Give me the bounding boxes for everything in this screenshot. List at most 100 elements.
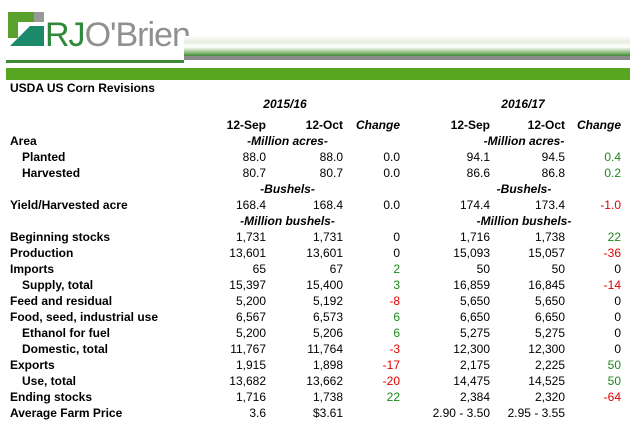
row-label: Food, seed, industrial use: [10, 310, 159, 324]
value-cell: 88.0: [319, 150, 343, 164]
change-cell: 0.0: [383, 198, 400, 212]
value-cell: 174.4: [459, 198, 490, 212]
year-header-2016: 2016/17: [501, 97, 545, 111]
value-cell: 5,206: [312, 326, 343, 340]
report-title: USDA US Corn Revisions: [10, 81, 155, 95]
unit-label: -Million bushels-: [476, 214, 572, 228]
value-cell: 13,662: [306, 374, 343, 388]
value-cell: 5,650: [534, 294, 565, 308]
row-label: Planted: [22, 150, 66, 164]
change-cell: -8: [389, 294, 400, 308]
value-cell: 5,650: [459, 294, 490, 308]
row-label: Ethanol for fuel: [22, 326, 110, 340]
value-cell: 12,300: [528, 342, 565, 356]
value-cell: 88.0: [242, 150, 266, 164]
row-label: Area: [10, 134, 37, 148]
header-stripe: [184, 36, 630, 56]
value-cell: 15,400: [306, 278, 343, 292]
value-cell: 6,650: [459, 310, 490, 324]
change-cell: -20: [382, 374, 400, 388]
row-label: Imports: [10, 262, 55, 276]
change-cell: 2: [393, 262, 400, 276]
value-cell: 86.8: [541, 166, 565, 180]
row-label: Feed and residual: [10, 294, 113, 308]
change-cell: 0: [393, 246, 400, 260]
column-header: 12-Sep: [226, 118, 266, 132]
value-cell: 11,764: [307, 342, 343, 356]
change-cell: 0.0: [383, 166, 400, 180]
rjobrien-logo: [8, 12, 44, 46]
change-cell: 50: [607, 374, 621, 388]
value-cell: 5,192: [312, 294, 343, 308]
column-header: 12-Sep: [450, 118, 490, 132]
value-cell: 94.1: [466, 150, 490, 164]
change-cell: 6: [393, 310, 400, 324]
value-cell: 2,384: [459, 390, 490, 404]
value-cell: 80.7: [242, 166, 266, 180]
change-cell: 0.0: [383, 150, 400, 164]
value-cell: 13,601: [229, 246, 266, 260]
row-label: Domestic, total: [22, 342, 109, 356]
value-cell: 2,225: [534, 358, 565, 372]
column-header: Change: [576, 118, 621, 132]
unit-label: -Million bushels-: [240, 214, 335, 228]
header-divider: [184, 56, 630, 60]
value-cell: 12,300: [453, 342, 490, 356]
value-cell: 94.5: [541, 150, 565, 164]
row-label: Average Farm Price: [10, 406, 123, 420]
logo-underline: [6, 60, 184, 63]
value-cell: 14,475: [453, 374, 490, 388]
row-label: Ending stocks: [10, 390, 93, 404]
row-label: Exports: [10, 358, 55, 372]
change-cell: 50: [607, 358, 621, 372]
value-cell: 6,650: [534, 310, 565, 324]
value-cell: 6,567: [235, 310, 266, 324]
change-cell: -14: [603, 278, 621, 292]
value-cell: 3.6: [249, 406, 266, 420]
row-label: Harvested: [22, 166, 81, 180]
value-cell: 1,898: [312, 358, 343, 372]
value-cell: 1,915: [235, 358, 266, 372]
value-cell: 2.90 - 3.50: [432, 406, 490, 420]
value-cell: 5,275: [534, 326, 565, 340]
value-cell: 11,767: [230, 342, 266, 356]
row-label: Use, total: [22, 374, 77, 388]
value-cell: 5,200: [235, 326, 266, 340]
change-cell: -3: [389, 342, 400, 356]
value-cell: 1,716: [235, 390, 266, 404]
change-cell: 0: [614, 326, 621, 340]
row-label: Supply, total: [22, 278, 94, 292]
change-cell: 0: [614, 262, 621, 276]
value-cell: 14,525: [528, 374, 565, 388]
value-cell: $3.61: [312, 406, 343, 420]
change-cell: -64: [603, 390, 621, 404]
value-cell: 15,397: [229, 278, 266, 292]
value-cell: 65: [252, 262, 266, 276]
value-cell: 168.4: [235, 198, 266, 212]
change-cell: 22: [607, 230, 621, 244]
value-cell: 168.4: [312, 198, 343, 212]
value-cell: 67: [329, 262, 343, 276]
unit-label: -Bushels-: [260, 182, 315, 196]
value-cell: 50: [551, 262, 565, 276]
value-cell: 1,738: [312, 390, 343, 404]
value-cell: 5,275: [459, 326, 490, 340]
value-cell: 2,175: [459, 358, 490, 372]
unit-label: -Million acres-: [247, 134, 328, 148]
value-cell: 15,057: [528, 246, 565, 260]
value-cell: 86.6: [466, 166, 490, 180]
change-cell: 3: [393, 278, 400, 292]
value-cell: 1,731: [235, 230, 266, 244]
column-header: 12-Oct: [305, 118, 343, 132]
value-cell: 80.7: [319, 166, 343, 180]
change-cell: 0: [614, 310, 621, 324]
brand-name: RJO'Brien: [45, 16, 191, 54]
value-cell: 2,320: [534, 390, 565, 404]
value-cell: 2.95 - 3.55: [507, 406, 565, 420]
change-cell: 0: [614, 342, 621, 356]
column-header: 12-Oct: [527, 118, 565, 132]
change-cell: 0.4: [604, 150, 621, 164]
value-cell: 173.4: [534, 198, 565, 212]
row-label: Yield/Harvested acre: [10, 198, 128, 212]
value-cell: 16,845: [528, 278, 565, 292]
